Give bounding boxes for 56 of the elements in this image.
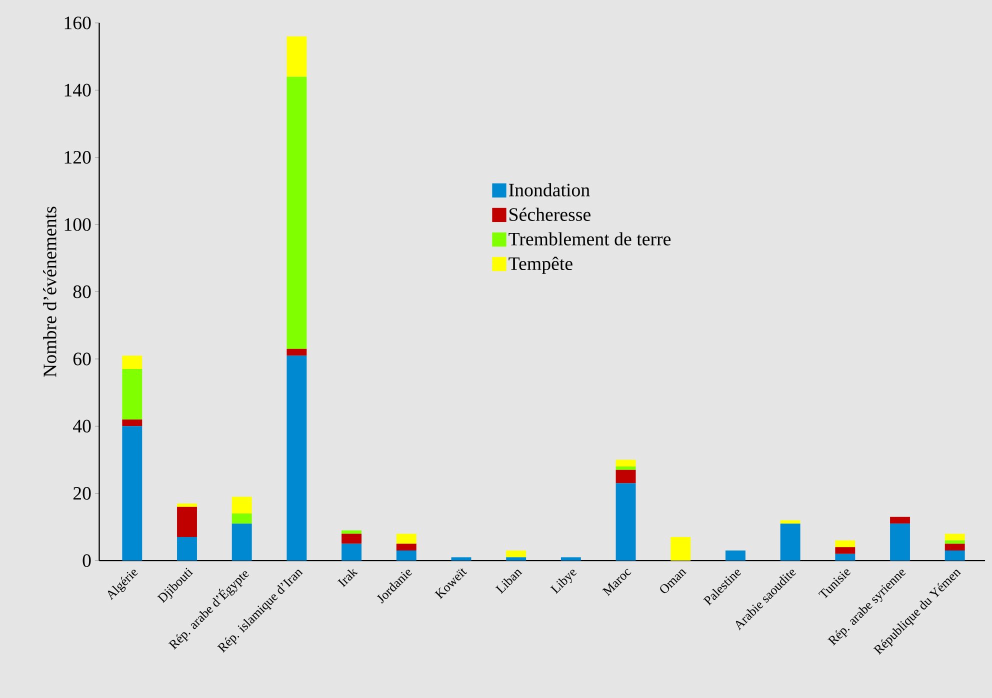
bar bbox=[177, 536, 197, 560]
y-tick-label: 100 bbox=[64, 218, 91, 231]
bar bbox=[232, 496, 252, 514]
bar bbox=[560, 557, 581, 560]
x-tick-label: Irak bbox=[338, 568, 358, 588]
bar bbox=[286, 76, 307, 349]
bar bbox=[396, 550, 416, 560]
bar bbox=[944, 544, 965, 550]
legend-label: Sécheresse bbox=[510, 208, 590, 221]
bar bbox=[286, 348, 307, 356]
y-tick-label: 40 bbox=[72, 420, 91, 432]
bar bbox=[232, 513, 252, 524]
bar bbox=[342, 544, 362, 560]
legend-label: Tempête bbox=[508, 256, 572, 274]
bar bbox=[396, 534, 416, 544]
bar bbox=[780, 524, 800, 560]
bar bbox=[506, 557, 526, 560]
y-tick-label: 120 bbox=[64, 150, 91, 164]
y-tick-label: 160 bbox=[64, 16, 91, 30]
bar bbox=[890, 524, 910, 560]
bar bbox=[944, 534, 965, 540]
y-axis-title: Nombre d’événements bbox=[43, 206, 56, 377]
bar bbox=[177, 503, 197, 507]
bar bbox=[780, 520, 800, 524]
bar bbox=[122, 419, 142, 426]
y-tick-label: 140 bbox=[64, 84, 91, 96]
bar bbox=[122, 426, 142, 560]
bar bbox=[616, 470, 636, 484]
bar bbox=[670, 536, 691, 560]
y-tick-label: 60 bbox=[73, 352, 91, 366]
y-tick-label: 20 bbox=[73, 486, 91, 500]
bar bbox=[835, 554, 856, 560]
bar bbox=[616, 483, 636, 560]
legend-label: Inondation bbox=[508, 183, 590, 196]
bar bbox=[286, 36, 307, 77]
legend-label: Tremblement de terre bbox=[508, 232, 671, 246]
bar bbox=[122, 355, 142, 369]
bar bbox=[451, 557, 472, 560]
bar bbox=[342, 534, 362, 544]
bar bbox=[944, 540, 965, 544]
y-tick-label: 0 bbox=[82, 554, 91, 567]
bar bbox=[944, 550, 965, 560]
bar bbox=[506, 550, 526, 558]
bar bbox=[286, 355, 307, 560]
bar bbox=[616, 460, 636, 466]
bar bbox=[177, 506, 197, 537]
bar bbox=[835, 540, 856, 548]
bar bbox=[122, 368, 142, 420]
bar bbox=[835, 547, 856, 554]
bar bbox=[342, 530, 362, 534]
bar bbox=[616, 466, 636, 470]
y-tick-label: 80 bbox=[73, 285, 91, 298]
bar bbox=[890, 516, 910, 524]
bar bbox=[396, 544, 416, 550]
bar bbox=[725, 550, 746, 560]
bar bbox=[232, 524, 252, 560]
